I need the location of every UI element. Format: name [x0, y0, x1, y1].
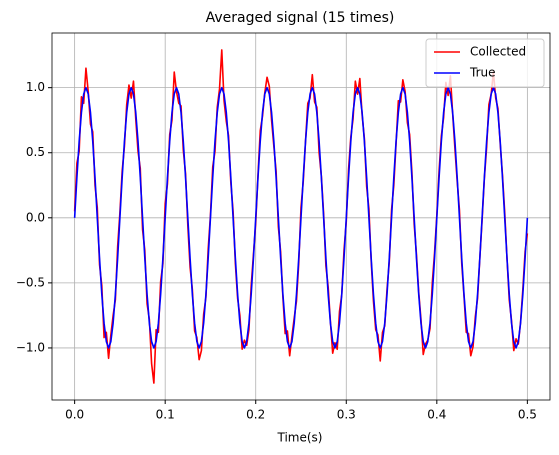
- y-tick-label: 0.0: [26, 210, 45, 224]
- legend-label: Collected: [470, 45, 526, 59]
- series-line: [73, 86, 529, 349]
- x-axis-label: Time(s): [277, 431, 323, 445]
- chart-title: Averaged signal (15 times): [206, 10, 395, 26]
- y-tick-label: −1.0: [16, 340, 45, 354]
- y-tick-label: 0.5: [26, 145, 45, 159]
- x-tick-label: 0.2: [246, 408, 265, 422]
- plot-frame: [51, 32, 551, 401]
- legend: Collected True: [425, 38, 545, 88]
- legend-box: [425, 38, 545, 88]
- x-tick-label: 0.0: [65, 408, 84, 422]
- y-tick-label: 1.0: [26, 80, 45, 94]
- y-tick-label: −0.5: [16, 275, 45, 289]
- x-tick-label: 0.4: [427, 408, 446, 422]
- x-tick-label: 0.1: [156, 408, 175, 422]
- x-tick-label: 0.5: [518, 408, 537, 422]
- x-tick-label: 0.3: [337, 408, 356, 422]
- legend-label: True: [469, 66, 496, 80]
